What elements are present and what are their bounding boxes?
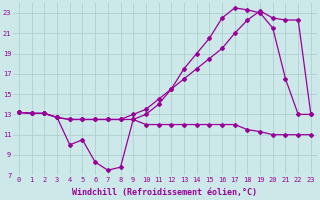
X-axis label: Windchill (Refroidissement éolien,°C): Windchill (Refroidissement éolien,°C)	[72, 188, 258, 197]
